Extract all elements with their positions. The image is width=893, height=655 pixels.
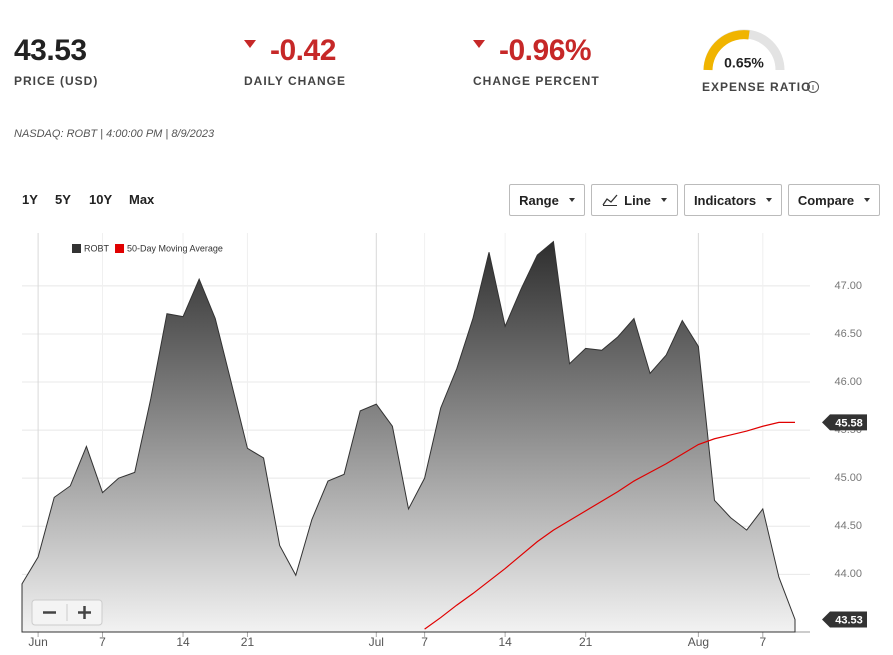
x-tick-label: 7	[421, 635, 428, 649]
change-percent: -0.96%	[499, 34, 592, 67]
x-tick-label: 14	[176, 635, 190, 649]
x-tick-label: 7	[99, 635, 106, 649]
indicators-button[interactable]: Indicators	[684, 184, 782, 216]
y-tick-label: 46.50	[834, 328, 862, 340]
x-tick-label: 14	[498, 635, 512, 649]
y-tick-label: 44.50	[834, 520, 862, 532]
price-area	[21, 240, 796, 633]
down-arrow	[244, 40, 256, 49]
change-percent-label: CHANGE PERCENT	[473, 74, 600, 88]
range-max[interactable]: Max	[129, 192, 155, 207]
range-10y[interactable]: 10Y	[89, 192, 113, 207]
x-tick-label: 7	[759, 635, 766, 649]
compare-button-label: Compare	[797, 192, 855, 208]
daily-change-label: DAILY CHANGE	[244, 74, 347, 88]
last-value-badge	[822, 611, 867, 628]
change-percent-stat: -0.96% CHANGE PERCENT	[473, 34, 600, 88]
price: 43.53	[14, 34, 87, 67]
line-button-label: Line	[624, 192, 651, 208]
y-tick-label: 44.00	[834, 568, 862, 580]
quote-info: NASDAQ: ROBT | 4:00:00 PM | 8/9/2023	[14, 128, 215, 140]
expense-ratio: 0.65%	[724, 55, 764, 71]
legend-swatch	[72, 244, 81, 253]
legend-label: ROBT	[84, 243, 110, 253]
expense-ratio-label: EXPENSE RATIO	[702, 80, 811, 94]
x-tick-label: Jul	[369, 635, 384, 649]
info-icon[interactable]	[807, 81, 819, 93]
x-tick-label: Aug	[688, 635, 709, 649]
range-button-label: Range	[519, 192, 559, 208]
y-tick-label: 45.00	[834, 472, 862, 484]
price-label: PRICE (USD)	[14, 74, 99, 88]
last-value-badge	[822, 414, 867, 431]
y-tick-label: 47.00	[834, 280, 862, 292]
legend-label: 50-Day Moving Average	[127, 243, 223, 253]
price-stat: 43.53 PRICE (USD)	[14, 34, 98, 88]
x-tick-label: 21	[579, 635, 593, 649]
x-tick-label: 21	[241, 635, 255, 649]
y-tick-label: 46.00	[834, 376, 862, 388]
range-button[interactable]: Range	[509, 184, 585, 216]
moving-average-line	[424, 421, 795, 630]
x-tick-label: Jun	[28, 635, 47, 649]
daily-change-stat: -0.42 DAILY CHANGE	[244, 34, 346, 88]
indicators-button-label: Indicators	[693, 192, 757, 208]
gauge-fill	[703, 30, 750, 71]
down-arrow	[473, 40, 485, 49]
range-1y[interactable]: 1Y	[22, 192, 38, 207]
legend-swatch	[115, 244, 125, 253]
line-button[interactable]: Line	[591, 184, 678, 216]
line-icon	[602, 194, 618, 206]
range-5y[interactable]: 5Y	[55, 192, 71, 207]
last-value-label: 43.53	[835, 614, 863, 626]
compare-button[interactable]: Compare	[788, 184, 880, 216]
last-value-label: 45.58	[835, 417, 863, 429]
daily-change: -0.42	[270, 34, 336, 67]
